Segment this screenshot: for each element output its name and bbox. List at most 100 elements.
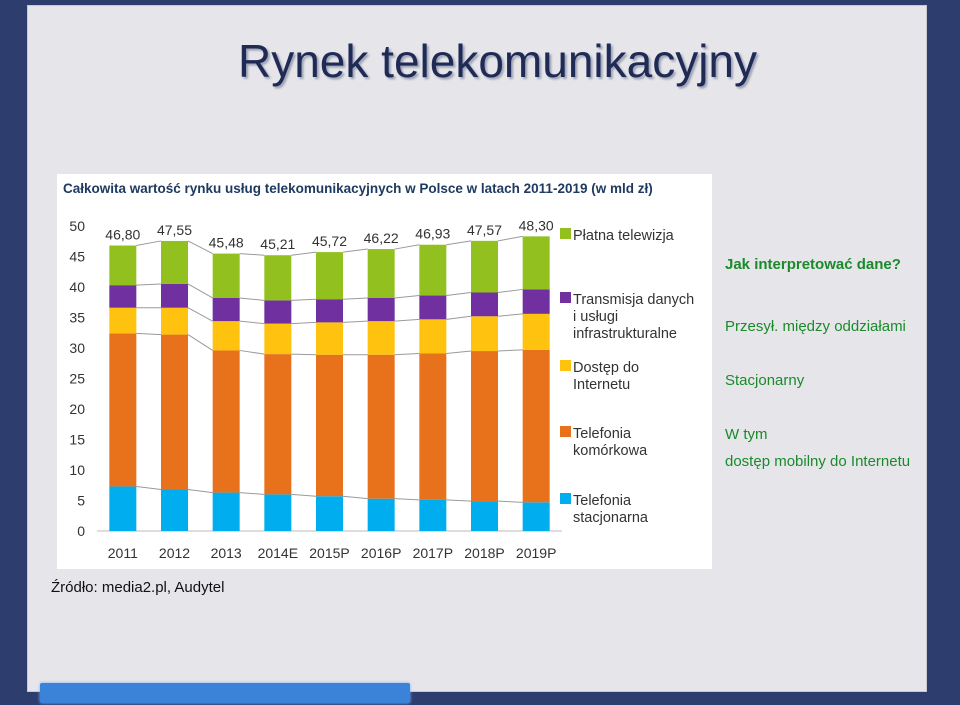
connector-line	[394, 352, 420, 356]
note-transfer: Przesył. między oddziałami	[725, 318, 906, 335]
legend-label: Płatna telewizja	[573, 228, 675, 244]
bar-segment	[161, 307, 188, 335]
data-label-total: 48,30	[519, 217, 554, 233]
connector-line	[291, 353, 317, 356]
data-label-total: 45,48	[209, 235, 244, 251]
connector-line	[187, 283, 213, 299]
connector-line	[136, 485, 162, 491]
x-tick-label: 2019P	[516, 545, 556, 561]
connector-line	[497, 235, 523, 242]
data-label-total: 46,93	[415, 226, 450, 242]
note-fixed: Stacjonarny	[725, 372, 805, 389]
connector-line	[446, 350, 472, 354]
bar-segment	[212, 492, 240, 531]
note-of-which: W tym	[725, 426, 768, 443]
source-caption: Źródło: media2.pl, Audytel	[51, 579, 225, 596]
connector-line	[394, 498, 420, 501]
data-label-total: 47,55	[157, 222, 192, 238]
chart-title: Całkowita wartość rynku usług telekomuni…	[63, 181, 653, 196]
bar-segment	[419, 295, 447, 320]
x-tick-label: 2015P	[309, 545, 349, 561]
bar-segment	[212, 321, 240, 351]
y-tick-label: 35	[69, 310, 85, 326]
x-tick-label: 2013	[211, 545, 242, 561]
bar-segment	[522, 289, 550, 314]
bar-segment	[109, 333, 137, 487]
bar-segment	[264, 494, 292, 531]
bar-segment	[264, 255, 292, 301]
legend-swatch	[560, 426, 571, 437]
y-tick-label: 5	[77, 493, 85, 509]
legend-label: Transmisja danych i usługi infrastruktural…	[573, 292, 694, 342]
connector-line	[187, 489, 213, 494]
y-tick-label: 15	[69, 432, 85, 448]
bar-segment	[109, 245, 137, 286]
connector-line	[497, 313, 523, 317]
connector-line	[239, 320, 265, 325]
data-label-total: 45,72	[312, 233, 347, 249]
y-tick-label: 45	[69, 249, 85, 265]
legend-swatch	[560, 292, 571, 303]
connector-line	[497, 500, 523, 503]
bar-segment	[264, 300, 292, 324]
connector-line	[394, 295, 420, 299]
x-tick-label: 2011	[108, 545, 138, 561]
bar-segment	[522, 313, 550, 350]
x-tick-label: 2018P	[464, 545, 504, 561]
bar-segment	[109, 486, 137, 531]
connector-line	[239, 253, 265, 256]
bar-segment	[367, 498, 395, 531]
legend-label: Telefonia komórkowa	[573, 426, 648, 459]
data-label-total: 47,57	[467, 222, 502, 238]
connector-line	[291, 321, 317, 325]
bar-segment	[161, 283, 188, 308]
bar-segment	[264, 323, 292, 355]
connector-line	[187, 240, 213, 255]
y-tick-label: 25	[69, 371, 85, 387]
bar-segment	[367, 354, 395, 499]
bar-segment	[109, 307, 137, 334]
connector-line	[136, 240, 162, 247]
connector-line	[446, 291, 472, 297]
chart-container: Całkowita wartość rynku usług telekomuni…	[57, 174, 712, 569]
y-tick-label: 30	[69, 340, 85, 356]
legend-swatch	[560, 360, 571, 371]
x-tick-label: 2012	[159, 545, 190, 561]
connector-line	[446, 499, 472, 502]
bar-segment	[522, 349, 550, 503]
connector-line	[239, 349, 265, 355]
y-tick-label: 0	[77, 523, 85, 539]
data-label-total: 45,21	[260, 236, 295, 252]
x-tick-label: 2016P	[361, 545, 401, 561]
connector-line	[291, 298, 317, 301]
bar-segment	[316, 322, 343, 355]
slide: Rynek telekomunikacyjny Całkowita wartoś…	[27, 5, 927, 703]
legend-label: Telefonia stacjonarna	[573, 493, 649, 526]
bar-segment	[471, 240, 498, 293]
bar-segment	[316, 496, 343, 531]
connector-line	[394, 244, 420, 250]
bar-segment	[419, 353, 447, 500]
bar-segment	[367, 321, 395, 355]
data-label-total: 46,80	[105, 227, 140, 243]
y-tick-label: 40	[69, 279, 85, 295]
note-question: Jak interpretować dane?	[725, 256, 901, 273]
bar-segment	[316, 252, 343, 300]
bar-segment	[212, 297, 240, 322]
connector-line	[291, 493, 317, 497]
x-tick-label: 2014E	[258, 545, 298, 561]
connector-line	[342, 495, 368, 500]
bar-segment	[522, 502, 550, 531]
legend-swatch	[560, 493, 571, 504]
bar-segment	[471, 292, 498, 317]
connector-line	[239, 492, 265, 495]
bar-segment	[316, 299, 343, 323]
connector-line	[446, 240, 472, 246]
connector-line	[497, 288, 523, 293]
data-label-total: 46,22	[364, 230, 399, 246]
connector-line	[342, 248, 368, 253]
bar-segment	[212, 253, 240, 298]
bar-segment	[471, 501, 498, 531]
bar-segment	[212, 350, 240, 493]
bar-segment	[161, 334, 188, 490]
